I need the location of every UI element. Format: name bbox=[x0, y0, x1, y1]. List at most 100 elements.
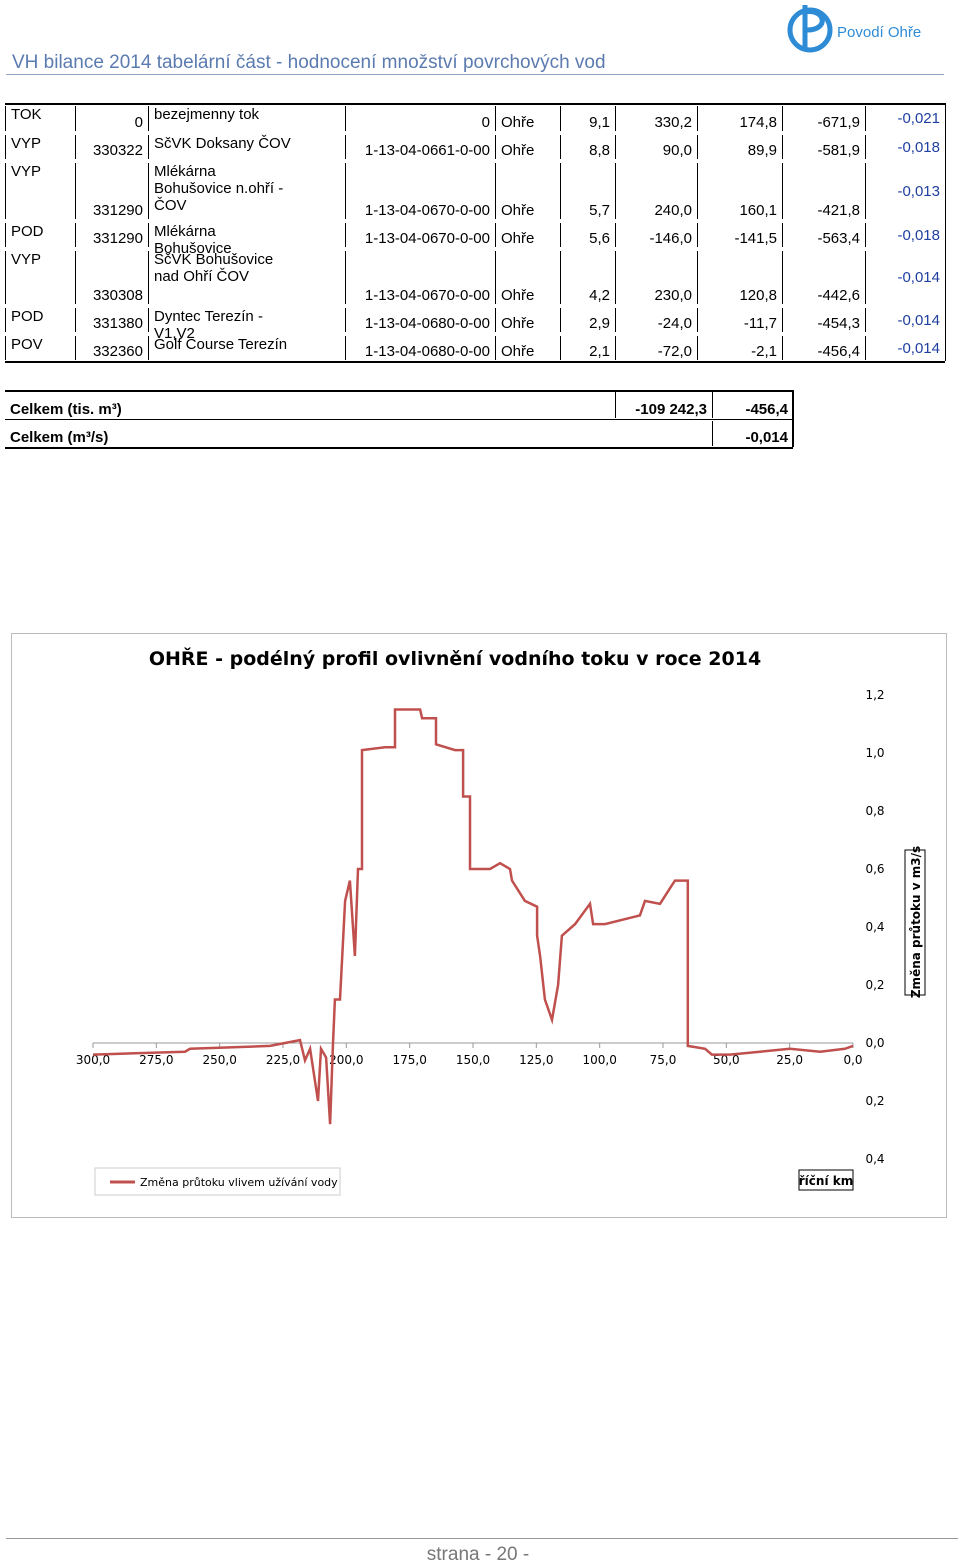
table-cell: 120,8 bbox=[697, 251, 782, 304]
table-cell: -146,0 bbox=[615, 223, 697, 247]
table-cell: -0,014 bbox=[865, 251, 945, 304]
page-number: strana - 20 - bbox=[426, 1544, 530, 1565]
footer-rule bbox=[6, 1538, 958, 1539]
table-cell: -0,014 bbox=[865, 308, 945, 332]
x-tick-label: 250,0 bbox=[202, 1053, 236, 1067]
x-tick-label: 225,0 bbox=[266, 1053, 300, 1067]
table-cell: 330322 bbox=[75, 135, 148, 159]
table-cell: 89,9 bbox=[697, 135, 782, 159]
table-cell: Ohře bbox=[495, 163, 560, 219]
table-cell: 1-13-04-0670-0-00 bbox=[345, 251, 495, 304]
table-rule bbox=[5, 419, 793, 420]
table-cell: POD bbox=[5, 308, 75, 332]
x-tick-label: 50,0 bbox=[713, 1053, 740, 1067]
table-rule bbox=[5, 361, 945, 363]
x-tick-label: 100,0 bbox=[582, 1053, 616, 1067]
table-rule bbox=[945, 103, 946, 361]
legend-label: Změna průtoku vlivem užívání vody bbox=[140, 1176, 338, 1189]
table-cell: Ohře bbox=[495, 135, 560, 159]
table-cell: 331380 bbox=[75, 308, 148, 332]
table-rule bbox=[5, 447, 793, 449]
table-cell: POV bbox=[5, 336, 75, 360]
table-cell: Ohře bbox=[495, 223, 560, 247]
table-cell: -563,4 bbox=[782, 223, 865, 247]
table-cell: SčVK Bohušovice nad Ohří ČOV bbox=[148, 251, 298, 304]
x-axis-label: říční km bbox=[799, 1174, 853, 1188]
chart-title: OHŘE - podélný profil ovlivnění vodního … bbox=[149, 647, 761, 670]
table-cell: 332360 bbox=[75, 336, 148, 360]
table-cell: 1-13-04-0670-0-00 bbox=[345, 223, 495, 247]
table-cell: -0,018 bbox=[865, 223, 945, 247]
table-cell: -0,021 bbox=[865, 106, 945, 131]
table-cell: -454,3 bbox=[782, 308, 865, 332]
table-cell: 330,2 bbox=[615, 106, 697, 131]
table-cell: 160,1 bbox=[697, 163, 782, 219]
table-cell: VYP bbox=[5, 135, 75, 159]
x-tick-label: 75,0 bbox=[650, 1053, 677, 1067]
table-cell: -0,013 bbox=[865, 163, 945, 219]
table-cell: 8,8 bbox=[560, 135, 615, 159]
x-label-box bbox=[798, 1169, 854, 1191]
x-tick-label: 275,0 bbox=[139, 1053, 173, 1067]
logo-mark bbox=[802, 5, 825, 50]
y-tick-label: 0,0 bbox=[865, 1036, 884, 1050]
y-tick-label: 0,4 bbox=[865, 920, 884, 934]
table-cell: 331290 bbox=[75, 163, 148, 219]
table-cell: SčVK Doksany ČOV bbox=[148, 135, 298, 159]
table-cell: 0 bbox=[345, 106, 495, 131]
table-cell: 240,0 bbox=[615, 163, 697, 219]
table-cell: 2,9 bbox=[560, 308, 615, 332]
table-cell: -141,5 bbox=[697, 223, 782, 247]
table-cell: bezejmenny tok bbox=[148, 106, 298, 131]
header-rule bbox=[6, 74, 944, 75]
table-cell: Ohře bbox=[495, 106, 560, 131]
y-tick-label: 0,6 bbox=[865, 862, 884, 876]
x-tick-label: 175,0 bbox=[392, 1053, 426, 1067]
table-cell: -72,0 bbox=[615, 336, 697, 360]
totals-cell: Celkem (tis. m³) bbox=[10, 401, 122, 418]
table-cell: 4,2 bbox=[560, 251, 615, 304]
x-tick-label: 200,0 bbox=[329, 1053, 363, 1067]
totals-cell: Celkem (m³/s) bbox=[10, 429, 109, 446]
table-cell: 0 bbox=[75, 106, 148, 131]
totals-cell: -456,4 bbox=[712, 392, 793, 418]
y-tick-label: 0,2 bbox=[865, 978, 884, 992]
totals-cell: -109 242,3 bbox=[615, 392, 712, 418]
table-cell: -11,7 bbox=[697, 308, 782, 332]
y-tick-label: 1,0 bbox=[865, 746, 884, 760]
table-cell: Ohře bbox=[495, 336, 560, 360]
table-cell: 9,1 bbox=[560, 106, 615, 131]
y-tick-label: 1,2 bbox=[865, 688, 884, 702]
table-rule bbox=[5, 390, 793, 392]
chart-frame bbox=[11, 633, 947, 1218]
table-cell: TOK bbox=[5, 106, 75, 131]
table-cell: 5,6 bbox=[560, 223, 615, 247]
y-tick-label: 0,2 bbox=[865, 1094, 884, 1108]
table-cell: 1-13-04-0680-0-00 bbox=[345, 308, 495, 332]
table-cell: 174,8 bbox=[697, 106, 782, 131]
table-cell: Ohře bbox=[495, 308, 560, 332]
table-cell: -421,8 bbox=[782, 163, 865, 219]
x-tick-label: 0,0 bbox=[843, 1053, 862, 1067]
y-tick-label: 0,8 bbox=[865, 804, 884, 818]
table-cell: 1-13-04-0680-0-00 bbox=[345, 336, 495, 360]
y-axis-label: Změna průtoku v m3/s bbox=[909, 846, 923, 998]
table-rule bbox=[5, 103, 945, 105]
x-tick-label: 125,0 bbox=[519, 1053, 553, 1067]
table-cell: -0,018 bbox=[865, 135, 945, 159]
table-cell: 1-13-04-0670-0-00 bbox=[345, 163, 495, 219]
table-cell: VYP bbox=[5, 163, 75, 219]
x-tick-label: 300,0 bbox=[76, 1053, 110, 1067]
table-cell: -442,6 bbox=[782, 251, 865, 304]
table-cell: 230,0 bbox=[615, 251, 697, 304]
table-cell: 331290 bbox=[75, 223, 148, 247]
table-cell: -0,014 bbox=[865, 336, 945, 360]
table-cell: 2,1 bbox=[560, 336, 615, 360]
table-cell: 330308 bbox=[75, 251, 148, 304]
header-title: VH bilance 2014 tabelární část - hodnoce… bbox=[12, 52, 606, 73]
table-cell: VYP bbox=[5, 251, 75, 304]
logo: Povodí Ohře bbox=[787, 5, 921, 53]
table-cell: Ohře bbox=[495, 251, 560, 304]
x-tick-label: 150,0 bbox=[456, 1053, 490, 1067]
